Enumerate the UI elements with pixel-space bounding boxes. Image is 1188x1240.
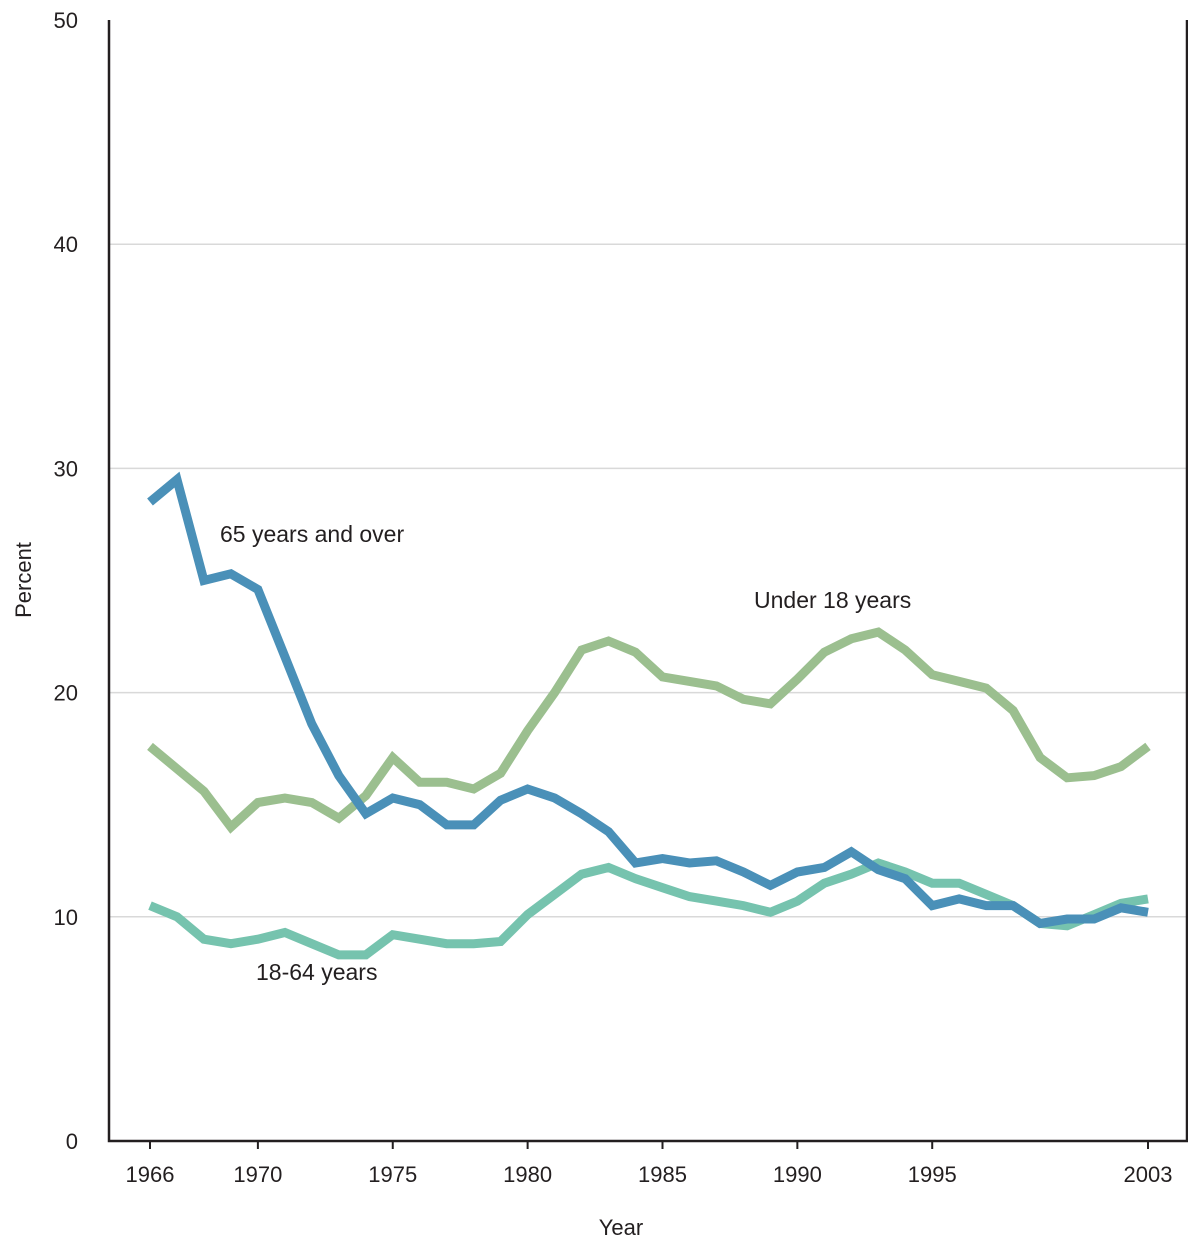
y-tick-label: 0: [66, 1129, 78, 1154]
axes: [107, 20, 1188, 1143]
series-line-under-18-years: [147, 627, 1151, 834]
series-group: [147, 471, 1151, 960]
y-tick-label: 40: [54, 232, 78, 257]
x-tick-label: 1995: [908, 1162, 957, 1187]
x-tick-label: 1985: [638, 1162, 687, 1187]
y-axis-title: Percent: [11, 542, 36, 618]
series-line-65-years-and-over: [147, 471, 1149, 929]
x-tick-label: 1990: [773, 1162, 822, 1187]
y-tick-label: 30: [54, 456, 78, 481]
series-line-18-64-years: [148, 858, 1149, 960]
y-tick-label: 10: [54, 905, 78, 930]
x-tick-label: 2003: [1124, 1162, 1173, 1187]
gridlines: [109, 243, 1187, 918]
x-tick-label: 1970: [233, 1162, 282, 1187]
x-axis-title: Year: [599, 1215, 643, 1240]
x-tick-label: 1966: [126, 1162, 175, 1187]
series-label-65-and-over: 65 years and over: [220, 521, 404, 547]
y-tick-label: 20: [54, 681, 78, 706]
y-tick-label: 50: [54, 8, 78, 33]
x-axis-ticks: 1966 1970 1975 1980 1985 1990 1995 2003: [126, 1141, 1173, 1187]
series-label-under-18: Under 18 years: [754, 587, 911, 613]
x-tick-label: 1975: [368, 1162, 417, 1187]
x-tick-label: 1980: [503, 1162, 552, 1187]
series-label-18-64: 18-64 years: [256, 959, 377, 985]
plot-frame: [107, 20, 1188, 1143]
y-axis-ticks: 0 10 20 30 40 50: [54, 8, 78, 1154]
